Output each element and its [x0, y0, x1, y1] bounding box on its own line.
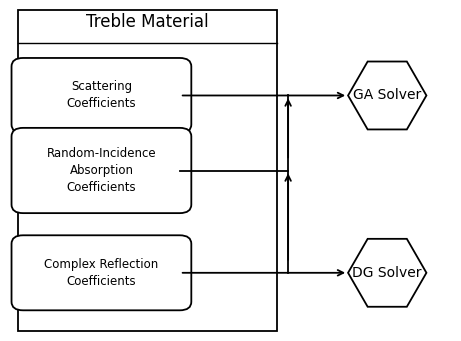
Text: GA Solver: GA Solver — [353, 88, 421, 103]
Text: Complex Reflection
Coefficients: Complex Reflection Coefficients — [44, 258, 159, 288]
Text: Treble Material: Treble Material — [86, 13, 209, 31]
Text: DG Solver: DG Solver — [353, 266, 422, 280]
FancyBboxPatch shape — [18, 10, 277, 331]
Text: Scattering
Coefficients: Scattering Coefficients — [66, 80, 136, 110]
FancyBboxPatch shape — [12, 58, 191, 133]
FancyBboxPatch shape — [12, 235, 191, 310]
FancyBboxPatch shape — [12, 128, 191, 213]
Text: Random-Incidence
Absorption
Coefficients: Random-Incidence Absorption Coefficients — [47, 147, 156, 194]
